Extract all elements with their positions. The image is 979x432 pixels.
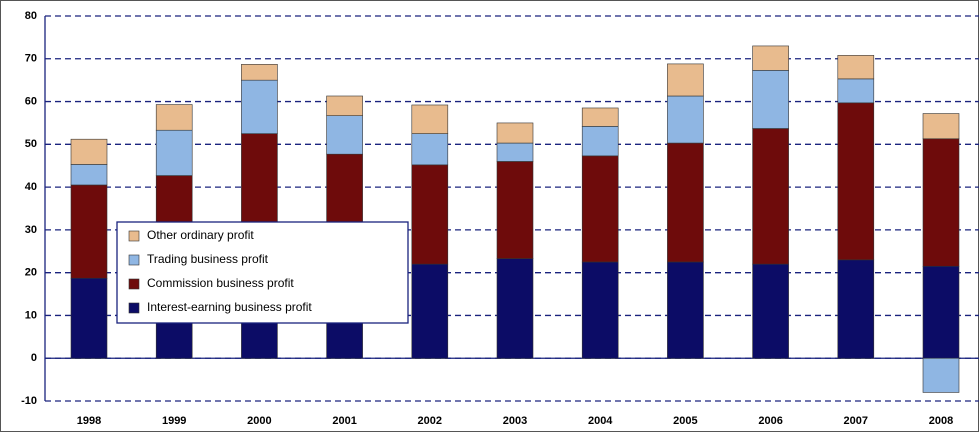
bar-segment bbox=[496, 258, 534, 359]
y-tick-label: -10 bbox=[21, 395, 37, 407]
bar-segment bbox=[667, 95, 704, 144]
bar-segment bbox=[922, 265, 960, 359]
x-tick-label: 1998 bbox=[77, 415, 101, 427]
bar-segment bbox=[411, 104, 449, 134]
bar-segment bbox=[667, 142, 704, 263]
y-tick-label: 0 bbox=[31, 352, 37, 364]
bar-segment bbox=[70, 138, 108, 165]
bar-segment bbox=[581, 261, 619, 359]
y-tick-label: 50 bbox=[25, 138, 37, 150]
x-tick-label: 2006 bbox=[758, 415, 782, 427]
x-tick-label: 2008 bbox=[929, 415, 953, 427]
bar-segment bbox=[837, 259, 875, 359]
legend: Other ordinary profit Trading business pr… bbox=[116, 221, 409, 324]
legend-label: Trading business profit bbox=[147, 252, 269, 266]
x-tick-label: 1999 bbox=[162, 415, 186, 427]
x-tick-label: 2000 bbox=[247, 415, 271, 427]
y-tick-label: 40 bbox=[25, 181, 37, 193]
bar-segment bbox=[241, 64, 278, 81]
bar-segment bbox=[496, 142, 534, 162]
bar-segment bbox=[411, 133, 449, 166]
bar-segment bbox=[922, 113, 960, 140]
y-tick-label: 20 bbox=[25, 267, 37, 279]
legend-box bbox=[116, 221, 409, 324]
legend-label: Other ordinary profit bbox=[147, 228, 254, 242]
bar-segment bbox=[922, 138, 960, 267]
bar-segment bbox=[922, 357, 960, 393]
bar-segment bbox=[752, 263, 789, 359]
legend-swatch bbox=[128, 254, 140, 266]
y-tick-label: 70 bbox=[25, 53, 37, 65]
bar-segment bbox=[241, 79, 278, 134]
bar-segment bbox=[411, 263, 449, 359]
bar-segment bbox=[326, 95, 363, 116]
legend-swatch bbox=[128, 302, 140, 314]
bar-segment bbox=[496, 161, 534, 259]
bar-segment bbox=[752, 45, 789, 71]
bar-segment bbox=[752, 70, 789, 129]
bar-segment bbox=[70, 184, 108, 279]
legend-label: Commission business profit bbox=[147, 276, 294, 290]
y-tick-label: 80 bbox=[25, 10, 37, 22]
legend-label: Interest-earning business profit bbox=[147, 300, 312, 314]
x-tick-label: 2001 bbox=[332, 415, 356, 427]
bar-segment bbox=[411, 164, 449, 265]
bar-segment bbox=[837, 55, 875, 80]
bar-segment bbox=[581, 126, 619, 157]
y-tick-label: 10 bbox=[25, 309, 37, 321]
bar-segment bbox=[70, 164, 108, 186]
bar-segment bbox=[326, 115, 363, 155]
y-tick-label: 30 bbox=[25, 224, 37, 236]
x-tick-label: 2005 bbox=[673, 415, 697, 427]
x-tick-label: 2004 bbox=[588, 415, 613, 427]
y-tick-label: 60 bbox=[25, 95, 37, 107]
bar-segment bbox=[667, 261, 704, 359]
x-tick-label: 2002 bbox=[418, 415, 442, 427]
x-tick-label: 2007 bbox=[844, 415, 868, 427]
bar-segment bbox=[752, 128, 789, 265]
bar-segment bbox=[581, 107, 619, 127]
bar-segment bbox=[581, 155, 619, 263]
legend-swatch bbox=[128, 278, 140, 290]
bar-segment bbox=[667, 63, 704, 97]
bar-segment bbox=[837, 102, 875, 261]
bar-segment bbox=[70, 277, 108, 359]
bar-segment bbox=[155, 104, 193, 131]
bar-segment bbox=[155, 129, 193, 176]
legend-swatch bbox=[128, 230, 140, 242]
x-tick-label: 2003 bbox=[503, 415, 527, 427]
bar-segment bbox=[496, 122, 534, 144]
bar-segment bbox=[837, 78, 875, 104]
